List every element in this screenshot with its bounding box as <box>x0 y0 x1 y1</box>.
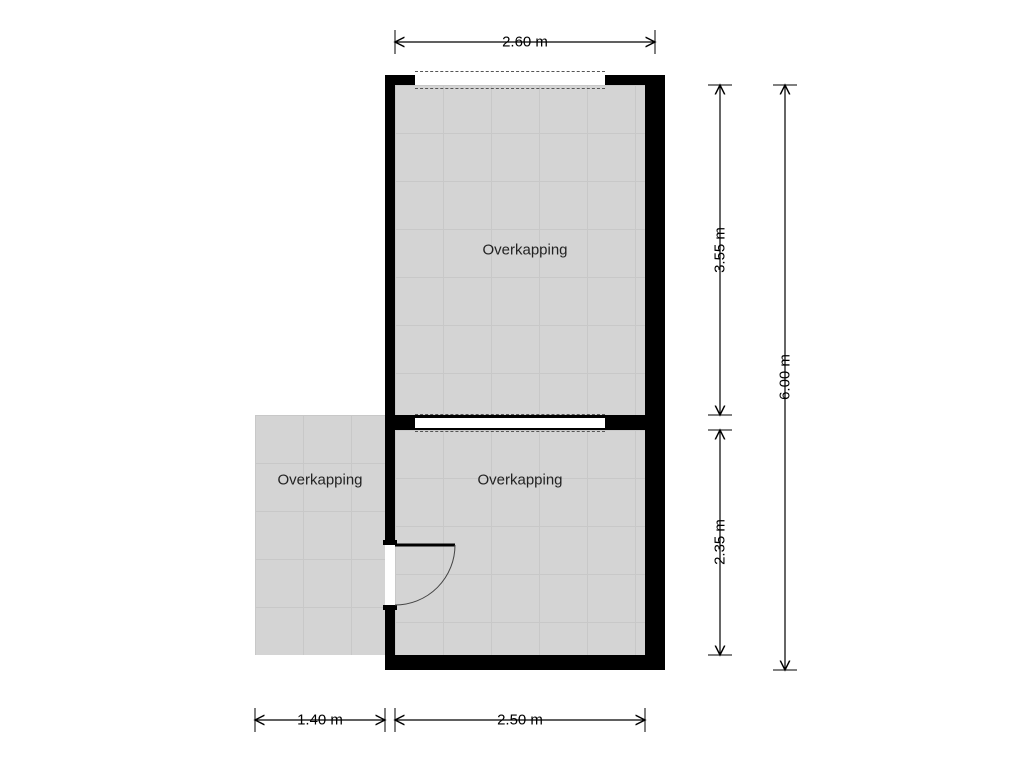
floorplan-stage: Overkapping Overkapping Overkapping <box>0 0 1024 768</box>
dimension-lines <box>0 0 1024 768</box>
